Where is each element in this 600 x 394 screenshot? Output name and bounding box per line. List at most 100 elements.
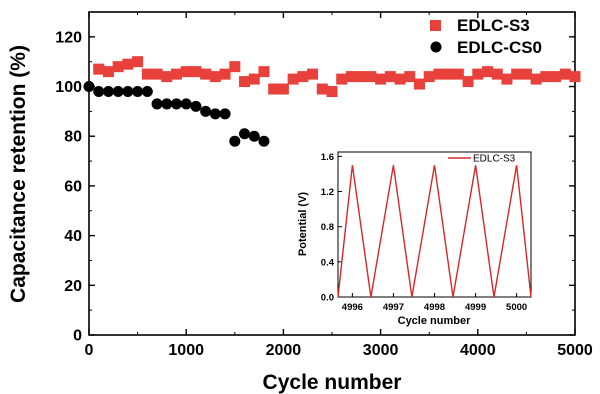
data-point-edlc-cs0 [161,98,173,110]
data-point-edlc-cs0 [93,86,105,98]
inset-y-tick-label: 1.6 [321,152,334,163]
data-point-edlc-s3 [472,68,484,80]
data-point-edlc-s3 [413,78,425,90]
legend-marker-edlc-s3 [430,20,441,31]
data-point-edlc-cs0 [122,86,134,98]
data-point-edlc-s3 [511,68,523,80]
data-point-edlc-s3 [501,73,513,85]
data-point-edlc-s3 [248,73,260,85]
data-point-edlc-s3 [161,71,173,83]
data-point-edlc-s3 [375,73,387,85]
inset-legend-label: EDLC-S3 [473,154,516,165]
data-point-edlc-s3 [336,73,348,85]
x-tick-label: 4000 [460,342,496,359]
x-tick-label: 5000 [557,342,593,359]
data-point-edlc-s3 [365,71,377,83]
data-point-edlc-s3 [112,61,124,73]
legend-label-edlc-s3: EDLC-S3 [457,16,530,35]
data-point-edlc-cs0 [239,128,251,140]
data-point-edlc-s3 [530,73,542,85]
data-point-edlc-cs0 [200,105,212,117]
data-point-edlc-cs0 [219,108,231,120]
data-point-edlc-cs0 [112,86,124,98]
data-point-edlc-s3 [277,83,289,95]
data-point-edlc-cs0 [229,135,241,147]
y-tick-label: 0 [73,328,82,345]
data-point-edlc-s3 [559,68,571,80]
inset-x-tick-label: 5000 [506,302,527,313]
y-tick-label: 120 [55,29,82,46]
data-point-edlc-s3 [102,66,114,78]
data-point-edlc-cs0 [258,135,270,147]
data-point-edlc-s3 [122,58,134,70]
legend-label-edlc-cs0: EDLC-CS0 [457,38,542,57]
data-point-edlc-cs0 [209,108,221,120]
data-point-edlc-s3 [384,71,396,83]
data-point-edlc-cs0 [132,86,144,98]
y-tick-label: 60 [64,178,82,195]
data-point-edlc-cs0 [83,81,95,93]
data-point-edlc-s3 [326,86,338,98]
data-point-edlc-s3 [316,83,328,95]
data-point-edlc-cs0 [248,130,260,142]
data-point-edlc-s3 [190,66,202,78]
legend-marker-edlc-cs0 [430,41,442,53]
data-point-edlc-s3 [268,83,280,95]
data-point-edlc-s3 [452,68,464,80]
data-point-edlc-s3 [540,71,552,83]
data-point-edlc-s3 [355,71,367,83]
inset-y-tick-label: 0.0 [321,293,334,304]
data-point-edlc-s3 [151,68,163,80]
data-point-edlc-s3 [93,63,105,75]
x-axis-ticks: 0 1000 2000 3000 4000 5000 [85,12,593,359]
inset-y-axis-ticks: 0.0 0.4 0.8 1.2 1.6 [321,152,342,304]
inset-y-tick-label: 0.4 [321,257,335,268]
inset-y-tick-label: 1.2 [321,187,334,198]
data-point-edlc-s3 [132,56,144,68]
data-point-edlc-s3 [482,66,494,78]
data-point-edlc-s3 [404,71,416,83]
data-point-edlc-cs0 [102,86,114,98]
inset-chart: 0.0 0.4 0.8 1.2 1.6 4996 4997 4998 4999 5000 EDL… [297,151,532,327]
inset-x-axis-ticks: 4996 4997 4998 4999 5000 [342,293,527,313]
data-point-edlc-s3 [520,68,532,80]
x-tick-label: 2000 [266,342,302,359]
data-point-edlc-s3 [200,68,212,80]
x-tick-label: 0 [85,342,94,359]
inset-frame [337,151,532,298]
y-tick-label: 20 [64,278,82,295]
inset-x-tick-label: 4997 [383,302,404,313]
data-point-edlc-s3 [209,71,221,83]
data-point-edlc-s3 [345,71,357,83]
data-point-edlc-s3 [433,68,445,80]
x-tick-label: 3000 [363,342,399,359]
inset-x-tick-label: 4996 [342,302,363,313]
data-point-edlc-s3 [297,71,309,83]
legend: EDLC-S3 EDLC-CS0 [430,16,542,57]
inset-y-axis-label: Potential (V) [297,192,309,257]
data-point-edlc-s3 [287,73,299,85]
x-axis-label: Cycle number [263,371,402,394]
data-point-edlc-s3 [229,61,241,73]
data-point-edlc-s3 [239,76,251,88]
y-tick-label: 100 [55,79,82,96]
data-point-edlc-s3 [550,71,562,83]
data-point-edlc-s3 [394,73,406,85]
data-point-edlc-s3 [141,68,153,80]
series-edlc-s3 [93,56,581,98]
data-point-edlc-s3 [170,68,182,80]
data-point-edlc-s3 [423,71,435,83]
data-point-edlc-s3 [491,68,503,80]
x-tick-label: 1000 [168,342,204,359]
data-point-edlc-s3 [443,68,455,80]
y-axis-ticks: 0 20 40 60 80 100 120 [55,29,575,345]
inset-x-tick-label: 4998 [424,302,445,313]
inset-x-axis-label: Cycle number [398,315,471,327]
inset-x-tick-label: 4999 [465,302,486,313]
data-point-edlc-s3 [219,68,231,80]
data-point-edlc-s3 [307,68,319,80]
inset-y-tick-label: 0.8 [321,222,334,233]
data-point-edlc-s3 [569,71,581,83]
y-axis-label: Capacitance retention (%) [7,45,30,303]
